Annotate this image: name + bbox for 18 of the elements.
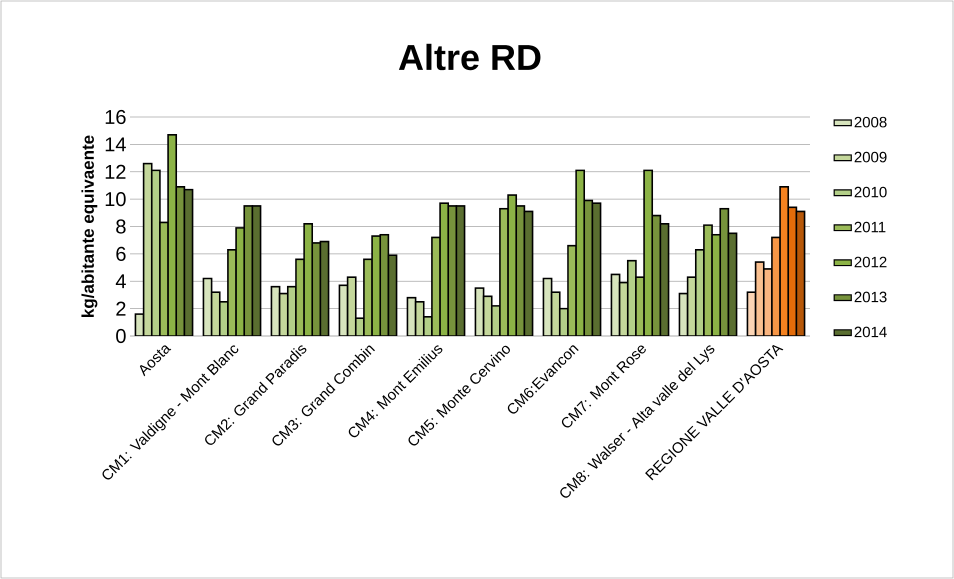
y-tick-label: 8	[116, 219, 126, 234]
legend-label: 2014	[854, 326, 887, 338]
y-tick-label: 14	[106, 138, 126, 152]
legend-label: 2008	[854, 116, 887, 128]
legend-label: 2009	[854, 152, 887, 162]
legend-label: 2013	[854, 292, 887, 302]
chart-title: Altre RD	[398, 44, 540, 70]
y-tick-label: 0	[116, 328, 126, 344]
y-tick-label: 2	[116, 302, 126, 316]
y-tick-label: 16	[106, 110, 126, 124]
legend-label: 2010	[854, 186, 887, 198]
y-tick-label: 6	[116, 246, 126, 261]
y-tick-label: 10	[106, 192, 126, 206]
y-axis-title: kg/abitante equivaente	[81, 135, 98, 317]
y-tick-label: 12	[106, 164, 126, 179]
legend-label: 2012	[854, 256, 886, 268]
legend-label: 2011	[854, 222, 886, 232]
y-tick-label: 4	[116, 274, 126, 288]
